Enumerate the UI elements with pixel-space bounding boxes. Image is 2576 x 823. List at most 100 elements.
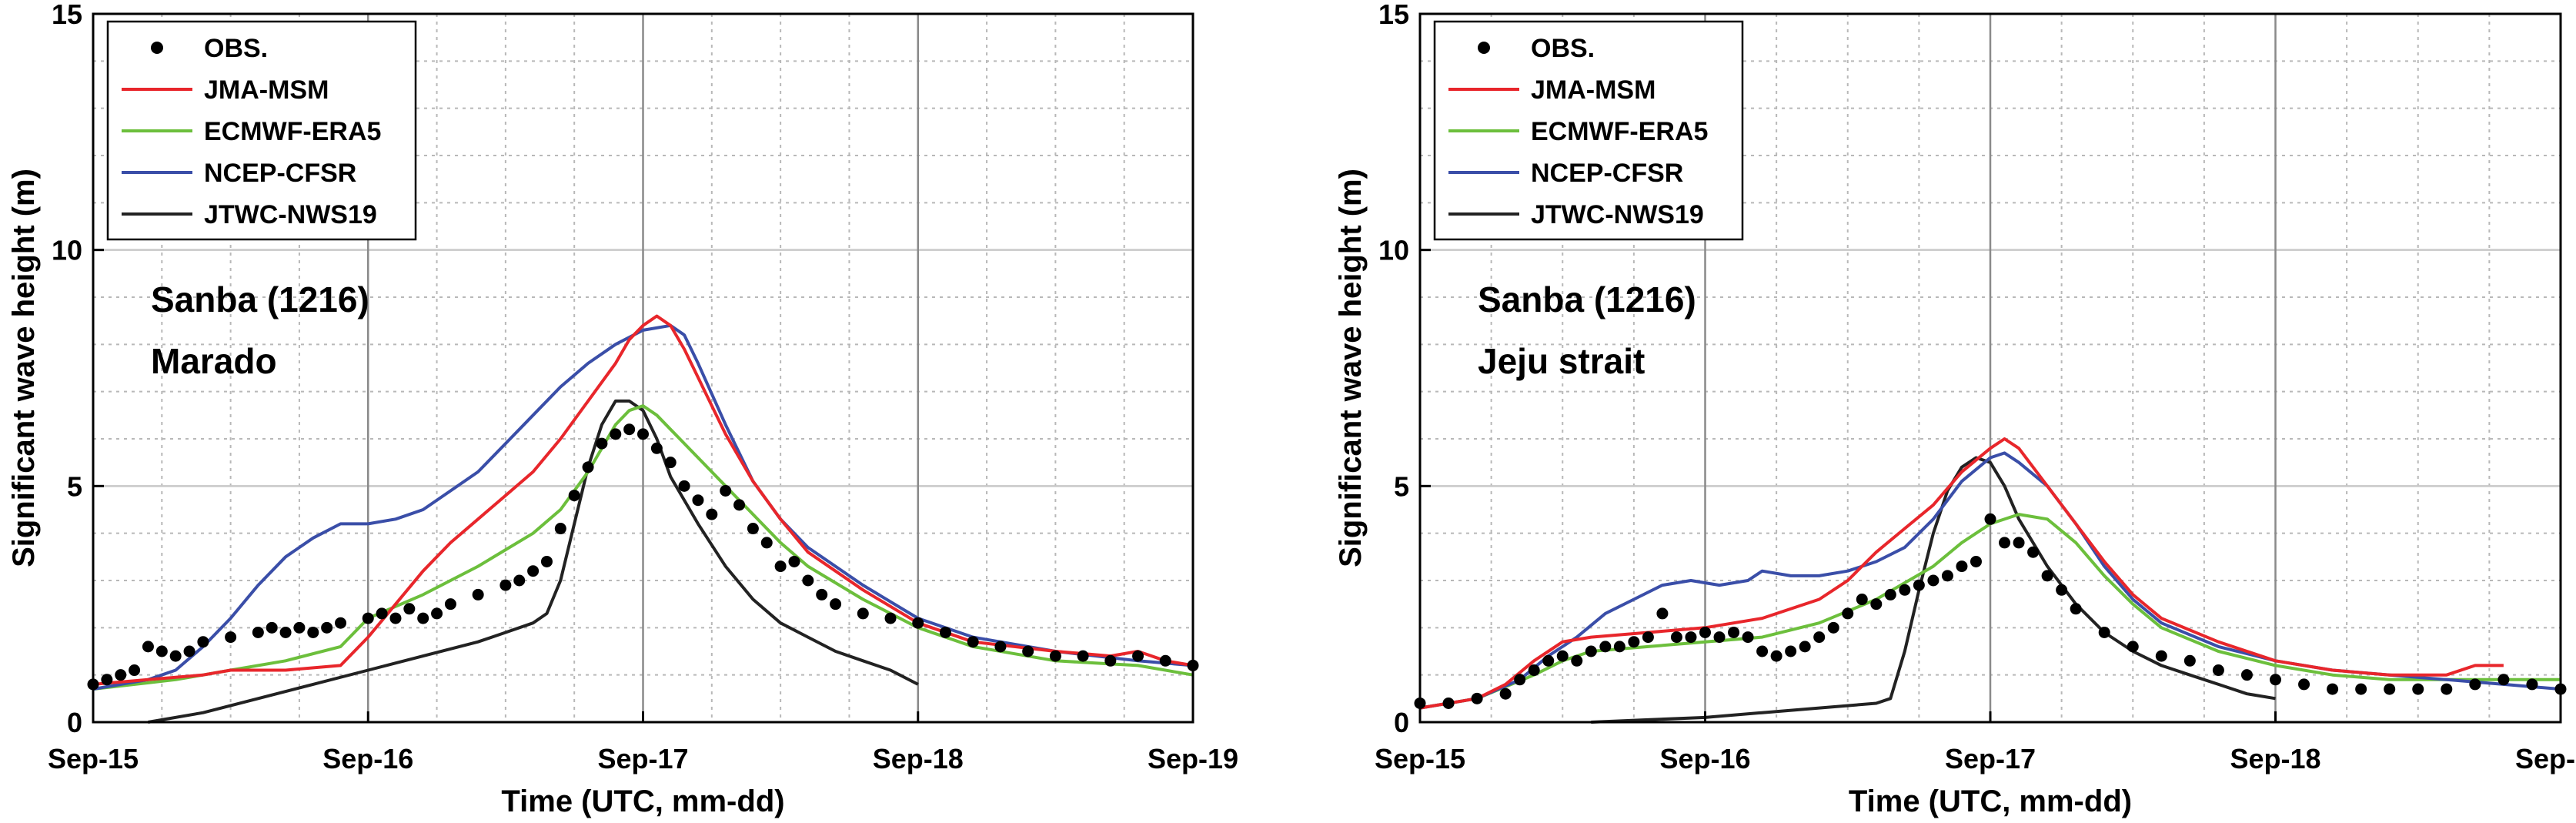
obs-point — [1628, 636, 1640, 648]
obs-point — [183, 645, 195, 657]
legend-marker — [151, 42, 163, 54]
obs-point — [733, 499, 746, 511]
obs-point — [884, 612, 897, 624]
obs-point — [1770, 650, 1782, 662]
series-line-ecmwf-era5 — [92, 404, 1194, 691]
obs-point — [1999, 537, 2011, 549]
obs-point — [2327, 683, 2339, 695]
obs-point — [417, 612, 429, 624]
obs-point — [2183, 654, 2196, 667]
obs-point — [830, 598, 842, 611]
obs-point — [1642, 631, 1654, 644]
legend-label: JTWC-NWS19 — [204, 200, 377, 229]
x-tick-label: Sep-15 — [1375, 743, 1465, 774]
obs-point — [1077, 650, 1089, 662]
legend-item: OBS. — [151, 34, 268, 63]
x-tick-label: Sep-15 — [48, 743, 139, 774]
obs-point — [1685, 631, 1697, 644]
legend-label: JTWC-NWS19 — [1531, 200, 1704, 229]
obs-point — [1599, 641, 1612, 653]
obs-point — [225, 631, 237, 644]
obs-point — [2412, 683, 2424, 695]
obs-point — [747, 523, 759, 535]
obs-point — [527, 565, 540, 577]
obs-point — [610, 428, 622, 440]
obs-point — [706, 508, 718, 520]
obs-point — [720, 484, 732, 497]
obs-point — [2155, 650, 2167, 662]
y-tick-label: 0 — [1394, 707, 1409, 738]
series-group — [1414, 437, 2567, 724]
obs-point — [912, 617, 924, 629]
x-axis-label: Time (UTC, mm-dd) — [1849, 785, 2132, 818]
obs-point — [650, 442, 663, 454]
obs-point — [2270, 674, 2281, 686]
x-tick-label: Sep-19 — [1148, 743, 1238, 774]
legend-label: NCEP-CFSR — [204, 159, 356, 188]
legend-item: JTWC-NWS19 — [122, 200, 377, 229]
obs-point — [1585, 645, 1597, 657]
obs-point — [788, 555, 800, 567]
obs-point — [2355, 683, 2367, 695]
annotation-line: Jeju strait — [1478, 341, 1645, 381]
obs-point — [252, 626, 264, 638]
obs-point — [1728, 626, 1740, 638]
x-tick-label: Sep-19 — [2515, 743, 2576, 774]
obs-point — [2384, 683, 2396, 695]
obs-point — [692, 494, 704, 507]
legend-item: JMA-MSM — [122, 75, 329, 105]
obs-point — [266, 621, 278, 634]
obs-point — [582, 461, 594, 473]
x-tick-label: Sep-17 — [597, 743, 688, 774]
y-tick-label: 10 — [1378, 235, 1409, 266]
obs-point — [1499, 688, 1512, 700]
legend-label: OBS. — [1531, 34, 1595, 63]
x-axis-label: Time (UTC, mm-dd) — [501, 785, 784, 818]
obs-point — [362, 612, 374, 624]
obs-point — [2240, 669, 2253, 681]
legend-item: JTWC-NWS19 — [1448, 200, 1704, 229]
obs-point — [2127, 641, 2139, 653]
obs-point — [2027, 546, 2040, 558]
obs-point — [155, 645, 168, 657]
obs-point — [2041, 570, 2053, 582]
obs-point — [554, 523, 566, 535]
grid — [1420, 14, 2561, 722]
obs-point — [1913, 579, 1925, 591]
obs-point — [1670, 631, 1682, 644]
obs-point — [1159, 654, 1171, 667]
obs-point — [1785, 645, 1797, 657]
series-obs — [1414, 513, 2567, 709]
obs-point — [2070, 603, 2082, 615]
obs-point — [444, 598, 456, 611]
obs-point — [1132, 650, 1144, 662]
obs-point — [1970, 555, 1982, 567]
obs-point — [129, 664, 141, 677]
obs-point — [279, 626, 292, 638]
annotation-line: Sanba (1216) — [151, 279, 369, 319]
obs-point — [335, 617, 347, 629]
series-line-ncep-cfsr — [1419, 451, 2561, 710]
obs-point — [376, 607, 388, 620]
obs-point — [169, 650, 182, 662]
obs-point — [1899, 584, 1911, 596]
y-tick-label: 15 — [1378, 0, 1409, 30]
obs-point — [2298, 678, 2310, 691]
series-line-jtwc-nws19 — [148, 399, 919, 724]
series-line-jma-msm — [1419, 437, 2504, 710]
legend-item: NCEP-CFSR — [122, 159, 356, 188]
obs-point — [816, 588, 828, 601]
x-tick-label: Sep-16 — [322, 743, 413, 774]
series-line-jtwc-nws19 — [1591, 456, 2276, 724]
obs-point — [101, 674, 113, 686]
obs-point — [1542, 654, 1555, 667]
obs-point — [1742, 631, 1754, 644]
series-line-ncep-cfsr — [92, 323, 1194, 691]
series-line-ecmwf-era5 — [1419, 513, 2561, 710]
legend: OBS. JMA-MSM ECMWF-ERA5 NCEP-CFSR JTWC-NWS19 — [106, 20, 417, 241]
obs-point — [1956, 560, 1968, 573]
obs-point — [1984, 513, 1996, 525]
legend-item: ECMWF-ERA5 — [1448, 117, 1708, 146]
obs-point — [1556, 650, 1569, 662]
